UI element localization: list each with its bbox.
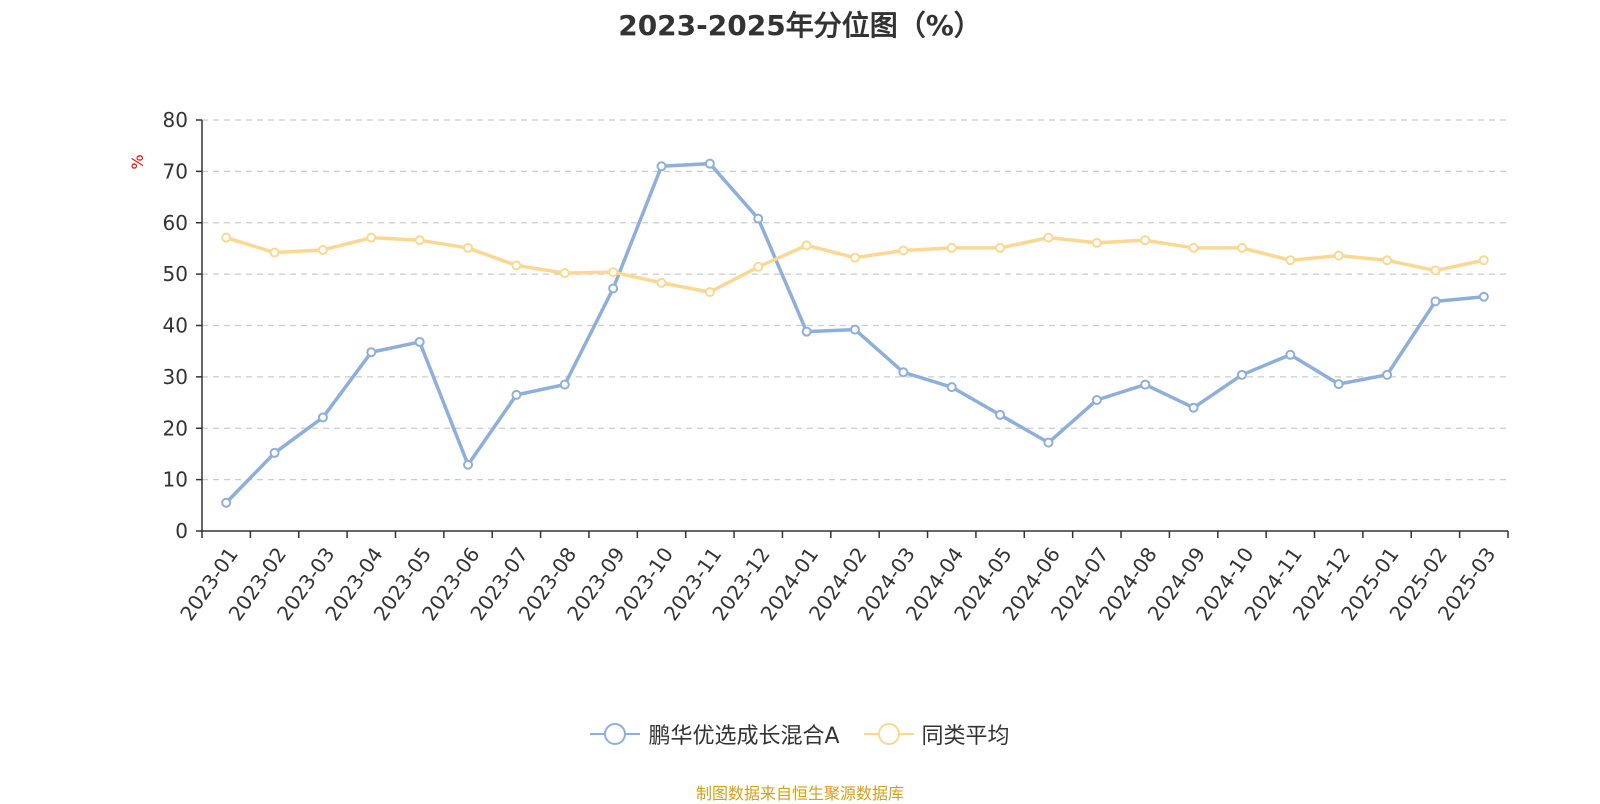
y-tick-label: 50 [163, 262, 188, 286]
legend-line-circle-icon [863, 723, 914, 745]
data-point [317, 412, 328, 423]
data-point [1285, 349, 1296, 360]
y-tick-label: 60 [163, 211, 188, 235]
data-point [463, 459, 474, 470]
data-point [898, 367, 909, 378]
legend-marker [604, 723, 627, 745]
line-chart: 01020304050607080%2023-012023-022023-032… [128, 108, 1509, 625]
data-point [1430, 265, 1441, 276]
data-point [1140, 235, 1151, 246]
legend-marker [877, 723, 900, 745]
data-point [753, 213, 764, 224]
data-point [221, 497, 232, 508]
legend-label: 鹏华优选成长混合A [648, 724, 840, 749]
data-point [656, 161, 667, 172]
data-point [559, 268, 570, 279]
data-point [1188, 242, 1199, 253]
data-point [1140, 379, 1151, 390]
data-point [898, 245, 909, 256]
data-point [704, 287, 715, 298]
data-point [1382, 369, 1393, 380]
data-point [414, 336, 425, 347]
data-point [463, 242, 474, 253]
data-point [511, 260, 522, 271]
data-point [850, 324, 860, 335]
series-line [225, 235, 1485, 294]
legend-label: 同类平均 [921, 724, 1010, 749]
data-point [753, 261, 764, 272]
data-point [1091, 237, 1102, 248]
data-point [1043, 437, 1054, 448]
data-point [850, 252, 860, 263]
data-point [269, 247, 280, 258]
data-point [559, 379, 570, 390]
data-point [1285, 255, 1296, 266]
data-point [656, 277, 667, 288]
data-point [366, 347, 377, 358]
y-tick-label: 10 [163, 468, 188, 492]
y-tick-label: 20 [163, 416, 188, 440]
data-point [221, 232, 232, 243]
y-tick-label: 30 [163, 365, 188, 389]
source-note: 制图数据来自恒生聚源数据库 [695, 784, 904, 803]
data-point [269, 447, 280, 458]
data-point [1478, 291, 1489, 302]
legend: 鹏华优选成长混合A 同类平均 [0, 718, 1600, 754]
data-point [946, 242, 957, 253]
data-point [511, 389, 522, 400]
data-point [1333, 379, 1344, 390]
y-axis-label: % [128, 154, 147, 169]
data-point [704, 158, 715, 169]
data-point [1478, 255, 1489, 266]
data-point [801, 326, 812, 337]
legend-item[interactable]: 同类平均 [863, 718, 1010, 750]
data-point [1043, 232, 1054, 243]
data-point [414, 235, 425, 246]
y-tick-label: 0 [175, 519, 188, 543]
y-tick-label: 40 [163, 314, 188, 338]
data-point [366, 232, 377, 243]
data-point [1333, 250, 1344, 261]
data-point [1091, 394, 1102, 405]
chart-title: 2023-2025年分位图（%） [618, 9, 982, 42]
data-point [995, 409, 1006, 420]
data-point [1382, 255, 1393, 266]
y-tick-label: 80 [163, 108, 188, 132]
data-point [1188, 402, 1199, 413]
data-point [317, 244, 328, 255]
y-tick-label: 70 [163, 159, 188, 183]
data-point [1236, 369, 1247, 380]
data-point [946, 382, 957, 393]
legend-item[interactable]: 鹏华优选成长混合A [590, 718, 840, 750]
data-point [995, 242, 1006, 253]
legend-line-circle-icon [590, 723, 641, 745]
data-point [801, 240, 812, 251]
data-point [1430, 296, 1441, 307]
data-point [1236, 242, 1247, 253]
data-point [608, 283, 619, 294]
data-point [608, 267, 619, 278]
